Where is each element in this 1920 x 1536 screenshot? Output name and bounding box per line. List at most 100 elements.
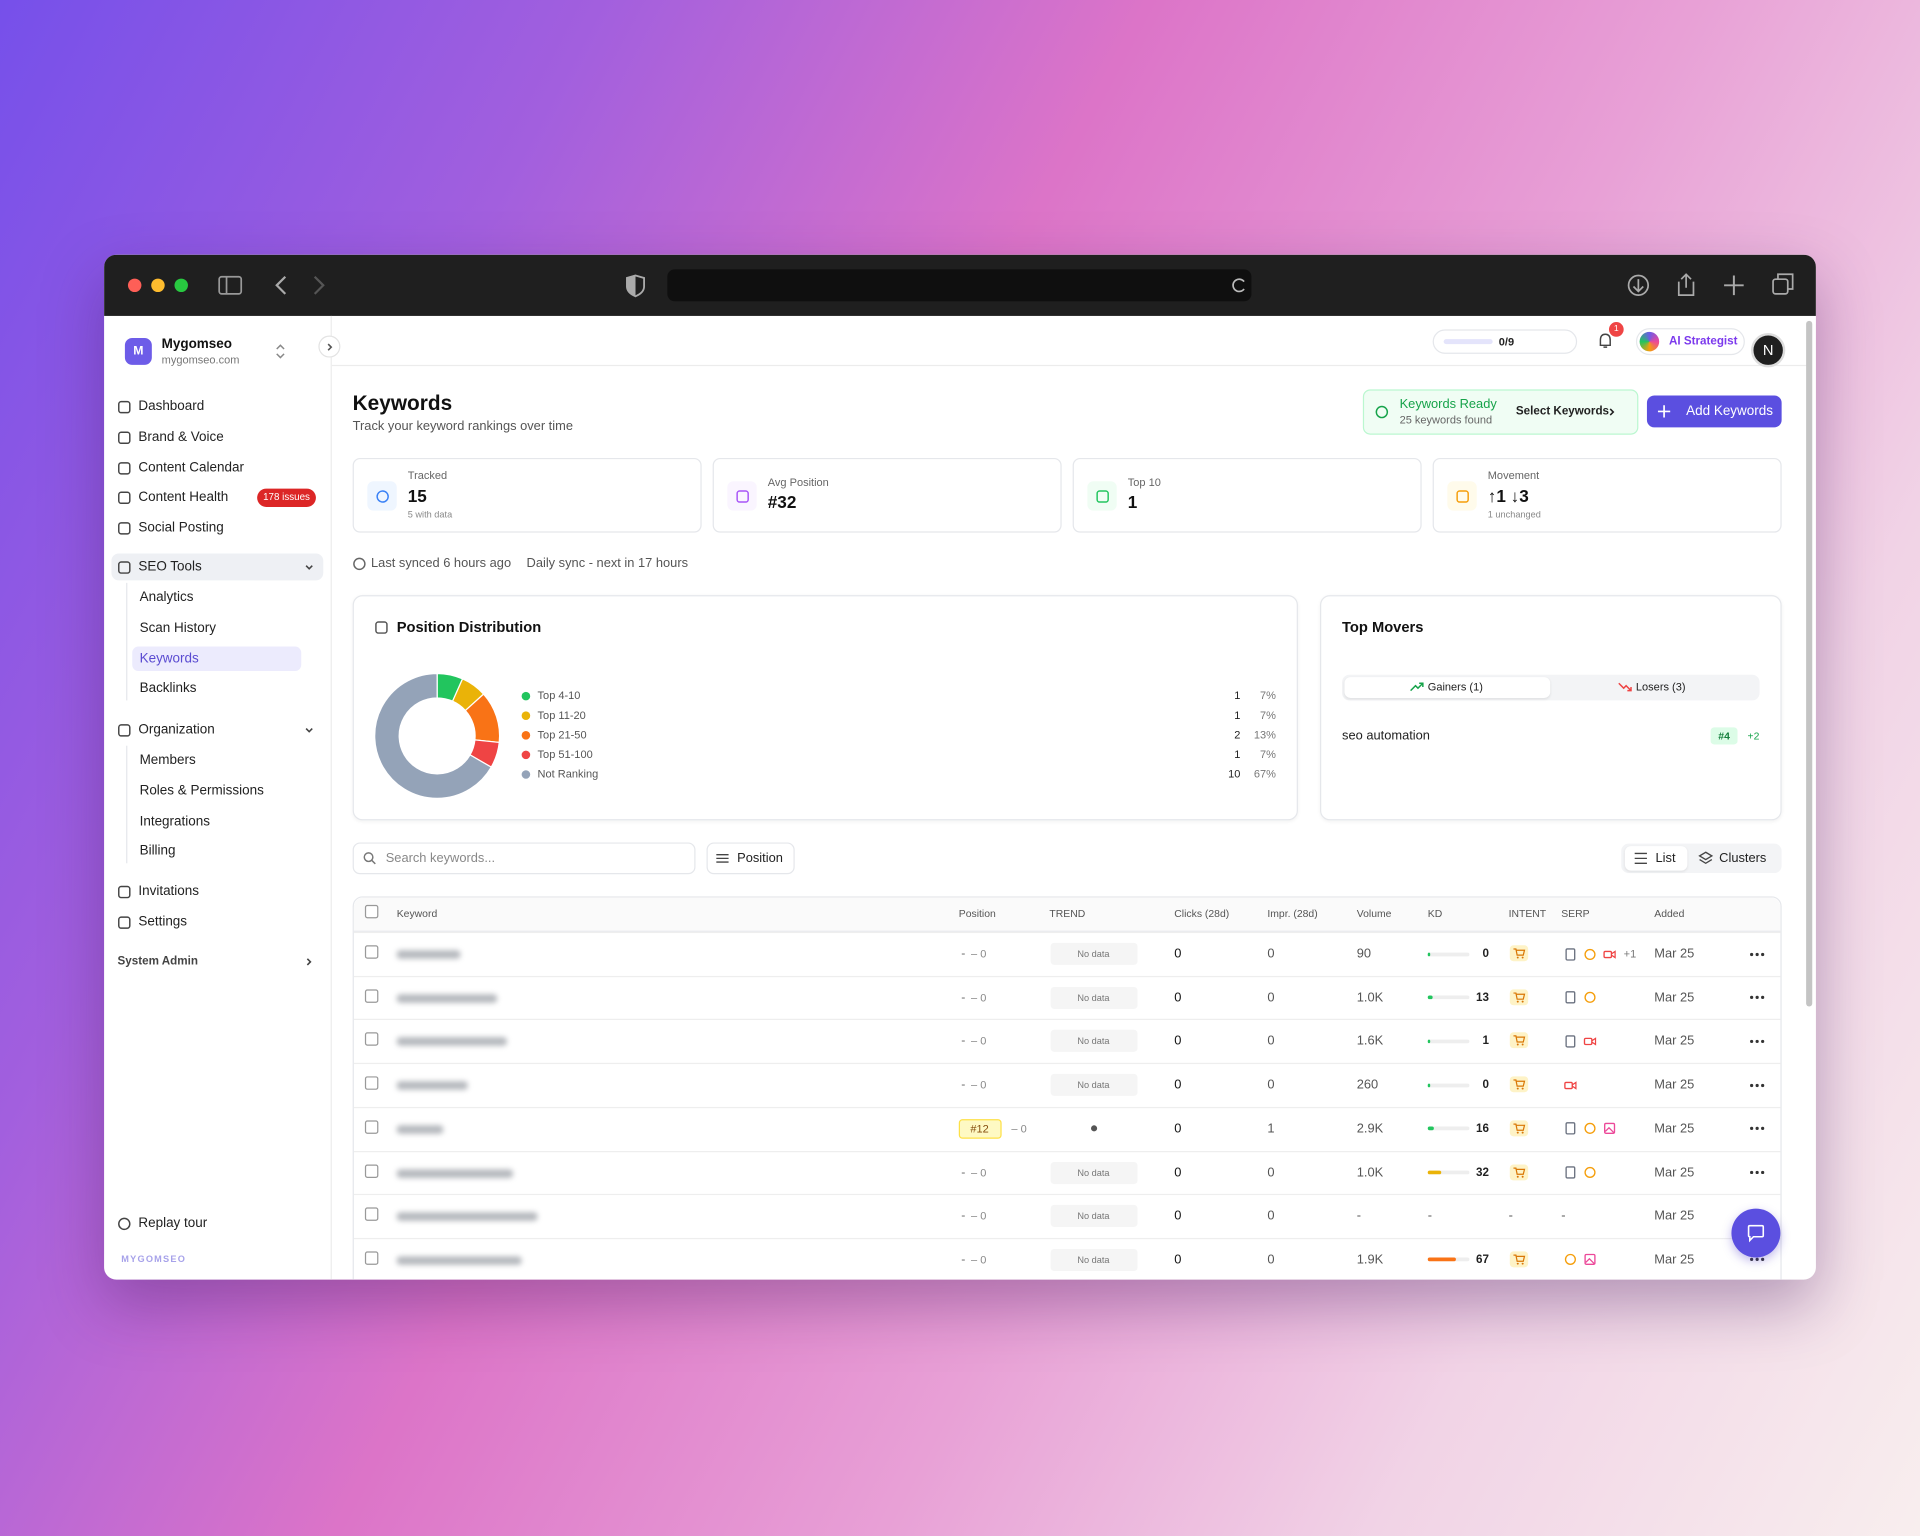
scrollbar xyxy=(1806,320,1813,1007)
trend-box xyxy=(1050,1248,1138,1271)
chat-button[interactable] xyxy=(1731,1208,1781,1258)
row-menu[interactable] xyxy=(1750,1083,1765,1087)
row-menu[interactable] xyxy=(1750,1170,1765,1175)
row-separator xyxy=(353,1106,1781,1108)
system-admin[interactable]: System Admin xyxy=(117,954,198,968)
nav-subitem[interactable]: Members xyxy=(139,753,196,768)
legend-label: Top 4-10 xyxy=(537,689,581,702)
cart-icon-part xyxy=(1521,1043,1524,1046)
cart-icon-part xyxy=(1516,1000,1519,1003)
icon-part xyxy=(117,885,130,898)
row-menu[interactable] xyxy=(1750,1258,1765,1262)
checkbox[interactable] xyxy=(364,904,379,919)
sync-last: Last synced 6 hours ago xyxy=(371,555,512,571)
kd: 13 xyxy=(1476,990,1489,1005)
column-header[interactable]: TREND xyxy=(1049,907,1086,920)
lose-icon xyxy=(1618,682,1632,692)
view-option[interactable]: List xyxy=(1655,851,1676,866)
icon xyxy=(352,557,366,570)
nav-item[interactable]: Social Posting xyxy=(138,520,224,536)
workspace-initial: M xyxy=(133,344,144,359)
column-header[interactable]: INTENT xyxy=(1508,907,1547,920)
movers-tab-active xyxy=(1344,677,1551,698)
nav-subitem[interactable]: Backlinks xyxy=(139,681,197,696)
impressions: 0 xyxy=(1267,946,1275,962)
page-title: Keywords xyxy=(352,391,453,416)
column-header[interactable]: Volume xyxy=(1356,907,1392,920)
row-menu-part xyxy=(1755,952,1759,956)
legend-count: 1 xyxy=(1234,708,1241,722)
trend-box xyxy=(1050,986,1138,1009)
nav-item[interactable]: Invitations xyxy=(138,884,200,899)
nav-subitem[interactable]: Roles & Permissions xyxy=(139,783,264,799)
nav-subitem[interactable]: Analytics xyxy=(139,590,194,605)
impressions: 0 xyxy=(1267,1165,1275,1180)
filter-button[interactable] xyxy=(706,842,795,875)
column-header[interactable]: Keyword xyxy=(396,907,438,920)
nav-item[interactable]: Content Calendar xyxy=(138,460,244,476)
checkbox[interactable] xyxy=(364,945,379,959)
nav-subitem[interactable]: Billing xyxy=(139,844,176,859)
serp-icon xyxy=(1565,947,1576,961)
nav-item[interactable]: Content Health xyxy=(138,489,229,505)
workspace-switcher xyxy=(276,344,285,359)
row-menu[interactable] xyxy=(1750,1127,1765,1131)
serp-icon-part xyxy=(1584,948,1596,960)
cart-icon-part xyxy=(1516,1175,1519,1178)
cart-icon-part xyxy=(1516,1043,1519,1046)
serp-icon xyxy=(1564,1254,1576,1266)
serp: - xyxy=(1561,1208,1566,1224)
checkbox[interactable] xyxy=(364,1163,379,1178)
nav-item[interactable]: Dashboard xyxy=(138,399,205,414)
collapse-button[interactable] xyxy=(318,335,341,358)
browser-chrome-part xyxy=(1724,275,1744,296)
row-menu[interactable] xyxy=(1750,1039,1765,1043)
ai-button[interactable] xyxy=(1635,328,1745,356)
movers-tab[interactable]: Losers (3) xyxy=(1635,680,1686,694)
column-header[interactable]: SERP xyxy=(1561,907,1590,920)
column-header[interactable]: Position xyxy=(958,907,996,920)
row-menu[interactable] xyxy=(1750,995,1765,1000)
keyword-blurred xyxy=(396,1256,522,1265)
checkbox[interactable] xyxy=(364,1120,379,1134)
column-header[interactable]: KD xyxy=(1427,907,1443,920)
nav-group[interactable]: SEO Tools xyxy=(138,559,202,575)
search-box[interactable] xyxy=(352,842,696,875)
column-header[interactable]: Added xyxy=(1654,907,1685,920)
movers-tab[interactable]: Gainers (1) xyxy=(1427,680,1483,694)
column-header[interactable]: Clicks (28d) xyxy=(1174,907,1230,920)
nav-subitem[interactable]: Scan History xyxy=(139,620,216,636)
position: #12 xyxy=(970,1122,989,1135)
icon xyxy=(117,400,130,413)
serp-icon xyxy=(1564,1080,1577,1090)
serp-icon xyxy=(1565,1166,1576,1179)
nav-subitem[interactable]: Integrations xyxy=(139,813,210,829)
row-menu-part xyxy=(1750,952,1754,956)
kd: 16 xyxy=(1476,1121,1489,1136)
cart-icon-part xyxy=(1513,992,1526,1000)
select-keywords[interactable]: Select Keywords xyxy=(1515,404,1610,419)
legend-percent: 7% xyxy=(1259,708,1276,722)
nav-item[interactable]: Settings xyxy=(138,914,188,930)
checkbox[interactable] xyxy=(364,1251,379,1265)
icon xyxy=(735,489,749,503)
icon xyxy=(117,490,130,504)
ready-title: Keywords Ready xyxy=(1399,396,1497,412)
browser-chrome-part xyxy=(174,278,188,293)
nav-group[interactable]: Organization xyxy=(138,722,215,738)
row-menu[interactable] xyxy=(1750,952,1765,956)
cart-icon-part xyxy=(1516,956,1519,959)
icon-part xyxy=(306,957,311,965)
position: - xyxy=(961,1078,966,1092)
nav-item[interactable]: Brand & Voice xyxy=(138,429,224,445)
checkbox[interactable] xyxy=(364,1032,379,1047)
checkbox[interactable] xyxy=(364,1076,379,1090)
column-header[interactable]: Impr. (28d) xyxy=(1267,907,1318,920)
checkbox[interactable] xyxy=(364,1207,379,1222)
checkbox[interactable] xyxy=(364,989,379,1003)
user-avatar[interactable] xyxy=(1751,333,1786,368)
view-option[interactable]: Clusters xyxy=(1719,851,1767,866)
nav-subitem[interactable]: Keywords xyxy=(139,650,199,666)
replay-tour[interactable]: Replay tour xyxy=(138,1215,208,1231)
workspace-name: Mygomseo xyxy=(161,336,233,352)
